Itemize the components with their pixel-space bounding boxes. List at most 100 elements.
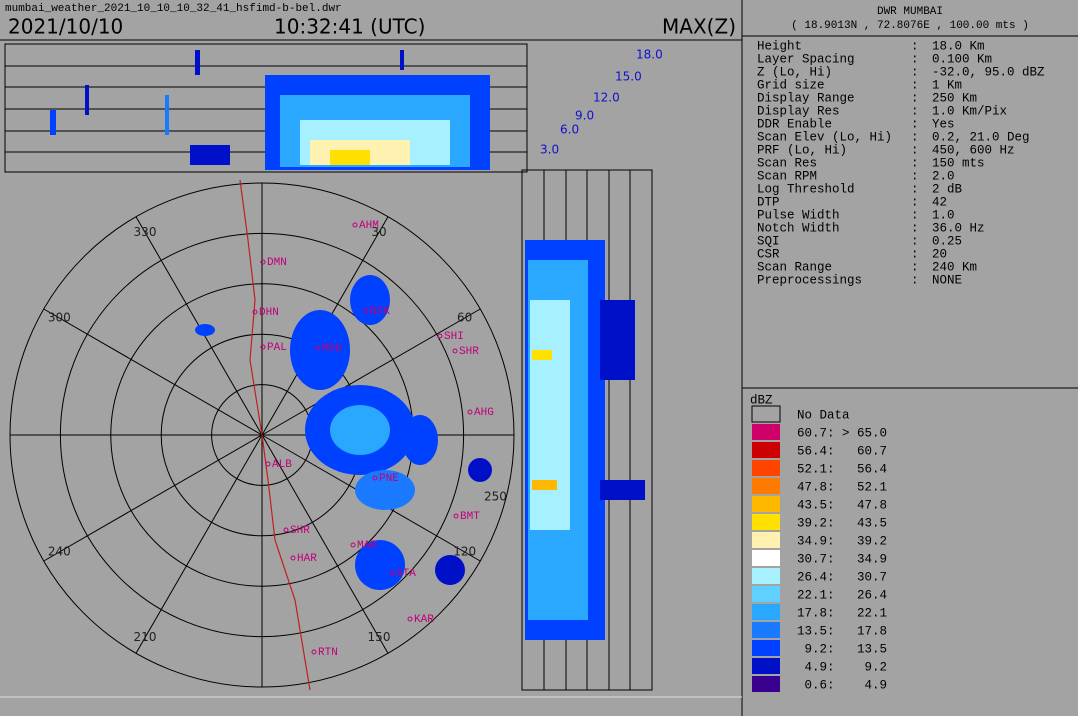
azimuth-label: 330	[134, 225, 157, 239]
place-label: MAR	[357, 540, 377, 552]
place-label: ALB	[272, 459, 292, 471]
legend-swatch	[752, 604, 780, 620]
spoke	[261, 434, 389, 654]
param-sep: :	[911, 65, 919, 79]
param-value: 250 Km	[932, 91, 977, 105]
legend-swatch	[752, 496, 780, 512]
place-label: STA	[396, 568, 416, 580]
product: MAX(Z)	[662, 15, 736, 39]
param-sep: :	[911, 39, 919, 53]
param-sep: :	[911, 234, 919, 248]
legend-label: 0.6: 4.9	[797, 678, 887, 692]
param-label: CSR	[757, 247, 780, 261]
place-label: NSK	[370, 306, 390, 318]
echo-ppi	[195, 275, 492, 590]
time: 10:32:41 (UTC)	[274, 15, 425, 39]
height-label: 6.0	[560, 123, 579, 137]
param-value: 1.0	[932, 208, 955, 222]
param-label: Notch Width	[757, 221, 840, 235]
place-label: DMN	[267, 257, 287, 269]
param-label: Layer Spacing	[757, 52, 855, 66]
legend-unit: dBZ	[750, 393, 773, 407]
legend-label: 52.1: 56.4	[797, 462, 887, 476]
param-label: Log Threshold	[757, 182, 855, 196]
place-label: AHG	[474, 407, 494, 419]
param-sep: :	[911, 156, 919, 170]
legend-label: 47.8: 52.1	[797, 480, 887, 494]
place-marker	[453, 513, 459, 519]
legend-label: 60.7: > 65.0	[797, 426, 887, 440]
param-value: 18.0 Km	[932, 39, 985, 53]
azimuth-label: 60	[457, 311, 472, 325]
place-marker	[363, 308, 369, 314]
height-label: 18.0	[636, 48, 663, 62]
param-sep: :	[911, 104, 919, 118]
param-sep: :	[911, 208, 919, 222]
place-label: PNE	[379, 473, 399, 485]
legend-label: 34.9: 39.2	[797, 534, 887, 548]
spoke	[43, 308, 263, 436]
place-label: KAR	[414, 614, 434, 626]
param-value: 0.25	[932, 234, 962, 248]
place-marker	[283, 527, 289, 533]
param-value: 450, 600 Hz	[932, 143, 1015, 157]
legend-label: 22.1: 26.4	[797, 588, 887, 602]
param-sep: :	[911, 130, 919, 144]
param-sep: :	[911, 182, 919, 196]
param-label: DDR Enable	[757, 117, 832, 131]
coastline	[239, 179, 311, 691]
place-marker	[260, 344, 266, 350]
legend-swatch	[752, 640, 780, 656]
param-sep: :	[911, 143, 919, 157]
azimuth-label: 240	[48, 545, 71, 559]
place-label: BMT	[460, 511, 480, 523]
filename: mumbai_weather_2021_10_10_10_32_41_hsfim…	[5, 3, 342, 15]
param-label: DTP	[757, 195, 780, 209]
param-label: Scan RPM	[757, 169, 817, 183]
param-sep: :	[911, 273, 919, 287]
param-label: PRF (Lo, Hi)	[757, 143, 847, 157]
place-marker	[467, 409, 473, 415]
place-label: SHR	[459, 346, 479, 358]
place-label: AHM	[359, 220, 379, 232]
place-marker	[290, 555, 296, 561]
place-label: DHN	[259, 307, 279, 319]
legend-swatch	[752, 676, 780, 692]
param-value: 0.100 Km	[932, 52, 992, 66]
param-value: 2 dB	[932, 182, 963, 196]
param-label: Preprocessings	[757, 273, 862, 287]
place-marker	[311, 649, 317, 655]
param-value: 42	[932, 195, 947, 209]
azimuth-label: 210	[134, 630, 157, 644]
param-value: Yes	[932, 117, 955, 131]
place-label: MDD	[322, 343, 342, 355]
legend-label: No Data	[797, 408, 850, 422]
legend-label: 39.2: 43.5	[797, 516, 887, 530]
param-sep: :	[911, 78, 919, 92]
height-label: 15.0	[615, 70, 642, 84]
param-value: -32.0, 95.0 dBZ	[932, 65, 1045, 79]
param-value: 150 mts	[932, 156, 985, 170]
param-value: 1 Km	[932, 78, 962, 92]
place-marker	[352, 222, 358, 228]
param-sep: :	[911, 260, 919, 274]
place-marker	[315, 345, 321, 351]
legend-swatch	[752, 622, 780, 638]
legend-swatch	[752, 424, 780, 440]
height-label: 9.0	[575, 109, 594, 123]
param-label: Grid size	[757, 78, 825, 92]
place-label: RTN	[318, 647, 338, 659]
date: 2021/10/10	[8, 15, 123, 39]
legend-label: 13.5: 17.8	[797, 624, 887, 638]
legend-swatch	[752, 442, 780, 458]
range-label: 250	[484, 490, 507, 504]
place-marker	[265, 461, 271, 467]
legend-label: 26.4: 30.7	[797, 570, 887, 584]
height-strip	[4, 43, 528, 173]
param-value: 240 Km	[932, 260, 977, 274]
station-location: ( 18.9013N , 72.8076E , 100.00 mts )	[791, 20, 1029, 32]
param-label: SQI	[757, 234, 780, 248]
legend-label: 9.2: 13.5	[797, 642, 887, 656]
param-value: NONE	[932, 273, 962, 287]
